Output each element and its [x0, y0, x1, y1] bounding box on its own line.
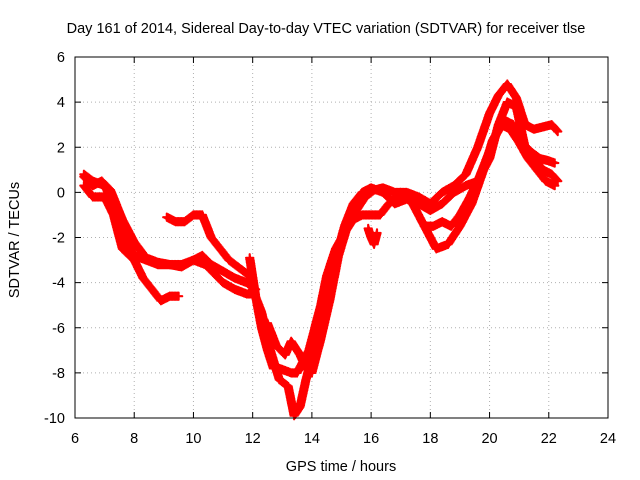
series-markers — [363, 223, 382, 249]
series-track-8 — [419, 115, 560, 231]
series-track-9 — [363, 223, 382, 249]
series-track-4 — [162, 210, 258, 283]
x-tick-label: 14 — [304, 431, 320, 447]
series-markers — [245, 120, 560, 378]
y-tick-label: -10 — [44, 411, 65, 427]
x-tick-label: 16 — [363, 431, 379, 447]
y-tick-label: 4 — [57, 95, 65, 111]
x-tick-label: 18 — [422, 431, 438, 447]
series-markers — [262, 79, 563, 378]
series-markers — [79, 171, 258, 299]
series-track-5 — [245, 120, 560, 378]
x-axis-label: GPS time / hours — [286, 459, 396, 475]
series-markers — [162, 210, 258, 283]
x-tick-label: 10 — [185, 431, 201, 447]
y-axis-label: SDTVAR / TECUs — [7, 182, 23, 298]
x-tick-label: 12 — [245, 431, 261, 447]
chart-title: Day 161 of 2014, Sidereal Day-to-day VTE… — [67, 21, 586, 37]
y-tick-label: 0 — [57, 185, 65, 201]
y-tick-label: 6 — [57, 50, 65, 66]
y-tick-label: -6 — [52, 321, 65, 337]
y-tick-label: 2 — [57, 140, 65, 156]
y-tick-label: -2 — [52, 231, 65, 247]
x-tick-label: 6 — [71, 431, 79, 447]
y-tick-label: -8 — [52, 366, 65, 382]
series-track-3 — [79, 171, 258, 299]
series-track-7 — [262, 79, 563, 378]
x-tick-label: 22 — [541, 431, 557, 447]
x-tick-label: 20 — [481, 431, 497, 447]
x-tick-label: 8 — [130, 431, 138, 447]
x-tick-label: 24 — [600, 431, 616, 447]
y-tick-label: -4 — [52, 276, 65, 292]
data-series — [79, 79, 563, 421]
series-markers — [419, 115, 560, 231]
